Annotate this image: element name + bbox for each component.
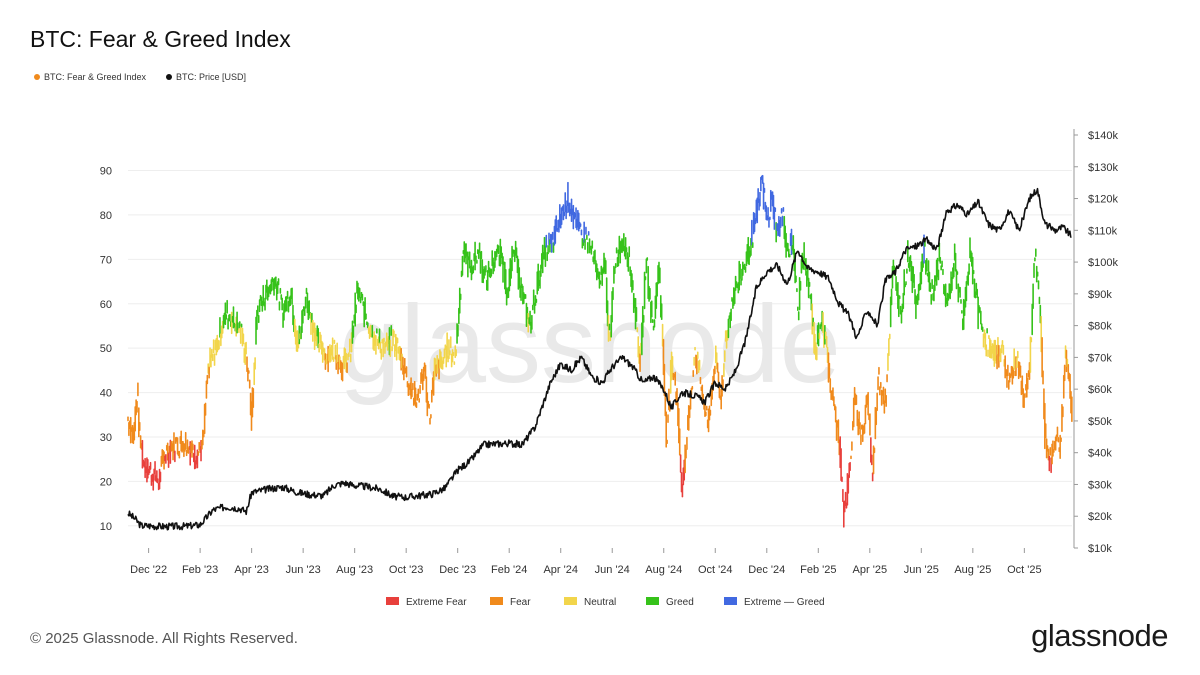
chart-title: BTC: Fear & Greed Index (30, 26, 291, 52)
y-right-tick-label: $90k (1088, 289, 1112, 301)
zone-legend-label: Extreme — Greed (744, 597, 825, 608)
y-right-tick-label: $130k (1088, 162, 1118, 174)
footer-logo[interactable]: glassnode (1031, 618, 1168, 653)
fear-greed-series (127, 174, 1073, 528)
x-tick-label: Jun '25 (904, 564, 939, 576)
y-right-tick-label: $110k (1088, 225, 1118, 237)
y-left-tick-label: 60 (100, 299, 112, 311)
y-right-tick-label: $80k (1088, 321, 1112, 333)
x-tick-label: Apr '25 (853, 564, 888, 576)
y-right-tick-label: $50k (1088, 416, 1112, 428)
y-right-tick-label: $120k (1088, 194, 1118, 206)
x-tick-label: Feb '24 (491, 564, 527, 576)
x-tick-label: Oct '23 (389, 564, 424, 576)
footer-copyright: © 2025 Glassnode. All Rights Reserved. (30, 630, 298, 647)
legend-item-fear-greed[interactable]: BTC: Fear & Greed Index (34, 72, 146, 82)
zone-legend-swatch (490, 597, 503, 605)
y-left-tick-label: 30 (100, 432, 112, 444)
axes: 10 20 30 40 50 60 70 80 90 $10k $20k $30k $40k $50k $6… (100, 129, 1118, 576)
zone-legend-label: Extreme Fear (406, 597, 467, 608)
zone-legend-label: Neutral (584, 597, 616, 608)
zone-legend-swatch (724, 597, 737, 605)
legend-dot-icon (34, 74, 40, 80)
x-tick-label: Dec '22 (130, 564, 167, 576)
y-right-tick-label: $20k (1088, 511, 1112, 523)
y-right-tick-label: $100k (1088, 257, 1118, 269)
x-tick-label: Oct '24 (698, 564, 733, 576)
legend-label: BTC: Fear & Greed Index (44, 72, 147, 82)
y-left-tick-label: 50 (100, 343, 112, 355)
x-tick-label: Aug '25 (954, 564, 991, 576)
x-tick-label: Aug '23 (336, 564, 373, 576)
zone-legend-swatch (564, 597, 577, 605)
x-tick-label: Dec '23 (439, 564, 476, 576)
x-tick-label: Jun '23 (286, 564, 321, 576)
y-left-tick-label: 80 (100, 210, 112, 222)
x-tick-label: Feb '23 (182, 564, 218, 576)
x-tick-label: Aug '24 (645, 564, 682, 576)
y-right-tick-label: $140k (1088, 130, 1118, 142)
y-right-tick-label: $60k (1088, 384, 1112, 396)
y-right-tick-label: $10k (1088, 543, 1112, 555)
y-right-tick-label: $70k (1088, 352, 1112, 364)
series-legend: BTC: Fear & Greed Index BTC: Price [USD] (34, 72, 246, 82)
y-right-tick-label: $30k (1088, 479, 1112, 491)
zone-legend-swatch (646, 597, 659, 605)
price-series (127, 187, 1072, 531)
x-tick-label: Apr '23 (234, 564, 269, 576)
zone-legend-label: Greed (666, 597, 694, 608)
y-right-tick-label: $40k (1088, 448, 1112, 460)
zone-legend-label: Fear (510, 597, 531, 608)
price-line (127, 187, 1072, 531)
legend-label: BTC: Price [USD] (176, 72, 247, 82)
y-left-tick-label: 10 (100, 521, 112, 533)
y-left-tick-label: 40 (100, 388, 112, 400)
y-left-tick-label: 20 (100, 476, 112, 488)
zone-legend-swatch (386, 597, 399, 605)
x-tick-label: Apr '24 (543, 564, 578, 576)
x-tick-label: Jun '24 (595, 564, 630, 576)
x-tick-label: Dec '24 (748, 564, 785, 576)
legend-dot-icon (166, 74, 173, 80)
y-left-tick-label: 70 (100, 254, 112, 266)
x-tick-label: Oct '25 (1007, 564, 1042, 576)
zone-legend: Extreme Fear Fear Neutral Greed Extreme — Gr… (386, 597, 825, 608)
x-tick-label: Feb '25 (800, 564, 836, 576)
legend-item-price[interactable]: BTC: Price [USD] (166, 72, 246, 82)
y-left-tick-label: 90 (100, 166, 112, 178)
